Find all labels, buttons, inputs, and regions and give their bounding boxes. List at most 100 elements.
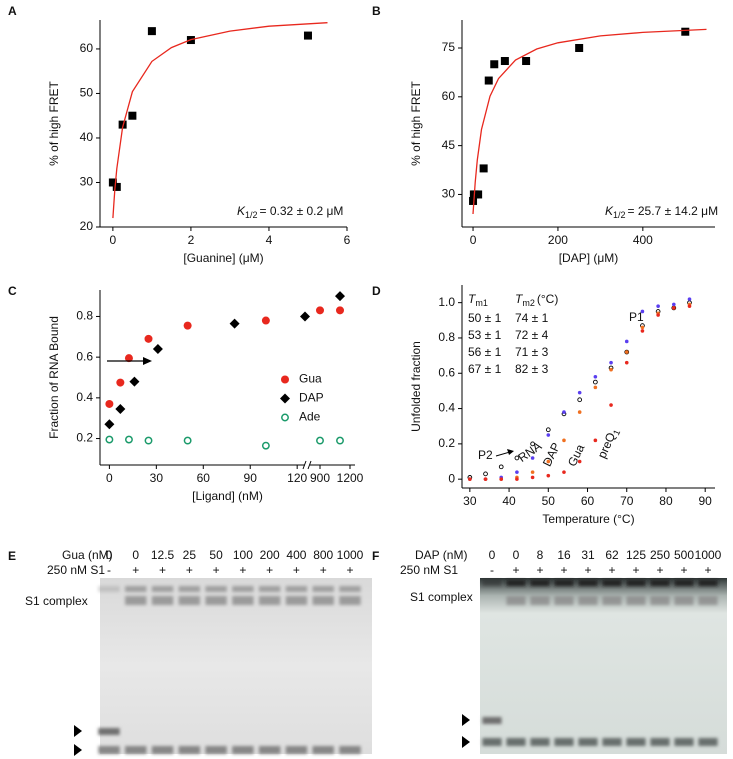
point bbox=[546, 459, 551, 464]
row-label: 250 nM S1 bbox=[400, 563, 458, 577]
point bbox=[640, 329, 645, 333]
band bbox=[178, 746, 201, 754]
point bbox=[144, 436, 153, 445]
point bbox=[640, 325, 645, 330]
y-tick-label: 0.4 bbox=[76, 390, 93, 404]
point bbox=[577, 459, 582, 464]
point bbox=[593, 438, 598, 443]
x-tick-label: 400 bbox=[633, 233, 653, 247]
band bbox=[554, 580, 574, 586]
band bbox=[482, 738, 502, 746]
band bbox=[339, 746, 361, 754]
y-tick-label: 0.6 bbox=[438, 365, 455, 379]
y-tick-label: 0.4 bbox=[438, 401, 455, 415]
panel-letter: F bbox=[372, 549, 379, 563]
axis-break bbox=[302, 460, 307, 470]
point bbox=[261, 316, 270, 325]
series-label: preQ1 bbox=[595, 426, 623, 462]
x-tick-label: 60 bbox=[581, 494, 595, 508]
point bbox=[129, 376, 140, 387]
legend-label: Gua bbox=[299, 372, 322, 386]
legend-marker bbox=[281, 413, 289, 422]
lane-label: - bbox=[490, 563, 494, 577]
band bbox=[530, 596, 550, 605]
lane-label: 200 bbox=[260, 548, 280, 562]
text-part: 1/2 bbox=[245, 210, 258, 220]
point bbox=[609, 367, 613, 372]
band bbox=[602, 596, 622, 605]
text-part: = 25.7 ± 14.2 μM bbox=[628, 204, 719, 218]
point bbox=[124, 354, 133, 363]
point bbox=[530, 475, 535, 480]
lane-label: + bbox=[536, 563, 543, 577]
text-part: 1 bbox=[611, 428, 622, 437]
band bbox=[626, 596, 646, 605]
band bbox=[232, 586, 254, 592]
point bbox=[104, 419, 115, 430]
x-tick-label: 40 bbox=[502, 494, 516, 508]
gel bbox=[100, 578, 372, 754]
y-axis-title: % of high FRET bbox=[409, 80, 423, 165]
series-label: Gua bbox=[565, 442, 588, 469]
y-axis-title: Fraction of RNA Bound bbox=[47, 316, 61, 439]
band bbox=[125, 746, 147, 754]
panel-letter: E bbox=[8, 549, 16, 563]
fit-curve bbox=[472, 28, 707, 215]
band bbox=[554, 738, 574, 746]
panel-letter: C bbox=[8, 284, 17, 298]
row-label: 250 nM S1 bbox=[47, 563, 105, 577]
band bbox=[98, 728, 120, 735]
legend-label: Ade bbox=[299, 410, 321, 424]
lane-label: 62 bbox=[605, 548, 619, 562]
point bbox=[545, 427, 551, 433]
lane-label: - bbox=[107, 563, 111, 577]
point bbox=[483, 471, 488, 477]
point bbox=[640, 309, 645, 314]
x-tick-label: 90 bbox=[699, 494, 713, 508]
lane-label: 500 bbox=[674, 548, 694, 562]
point bbox=[183, 436, 192, 445]
table-cell: 71 ± 3 bbox=[515, 345, 549, 359]
point bbox=[672, 302, 676, 307]
band bbox=[506, 738, 526, 746]
band-label: S1 complex bbox=[25, 594, 88, 608]
text-part: 1/2 bbox=[613, 210, 626, 220]
point bbox=[468, 477, 472, 481]
band bbox=[530, 738, 550, 746]
x-tick-label: 900 bbox=[310, 471, 330, 485]
band bbox=[506, 580, 526, 586]
band bbox=[205, 596, 227, 605]
lane-label: 1000 bbox=[695, 548, 722, 562]
point bbox=[303, 31, 312, 40]
point bbox=[335, 291, 345, 302]
table-header: Tm2 (°C) bbox=[515, 292, 558, 308]
x-tick-label: 90 bbox=[244, 471, 258, 485]
band bbox=[674, 580, 694, 586]
point bbox=[681, 27, 690, 36]
y-tick-label: 0.2 bbox=[76, 431, 93, 445]
band bbox=[626, 738, 646, 746]
x-tick-label: 4 bbox=[266, 233, 273, 247]
point bbox=[105, 399, 114, 408]
point bbox=[112, 182, 121, 191]
lane-label: 800 bbox=[313, 548, 333, 562]
text-part: Gua bbox=[565, 442, 588, 469]
point bbox=[500, 57, 509, 66]
lane-label: 31 bbox=[581, 548, 595, 562]
point bbox=[147, 27, 156, 36]
point bbox=[577, 410, 582, 414]
x-tick-label: 70 bbox=[620, 494, 634, 508]
lane-label: 250 bbox=[650, 548, 670, 562]
point bbox=[575, 43, 584, 52]
gel bbox=[480, 578, 727, 754]
point bbox=[118, 120, 127, 129]
band bbox=[530, 580, 550, 586]
point bbox=[530, 441, 535, 447]
band bbox=[232, 746, 254, 754]
point bbox=[229, 318, 240, 329]
band bbox=[285, 586, 308, 592]
point bbox=[624, 360, 629, 365]
point bbox=[624, 350, 629, 354]
band bbox=[312, 746, 334, 754]
